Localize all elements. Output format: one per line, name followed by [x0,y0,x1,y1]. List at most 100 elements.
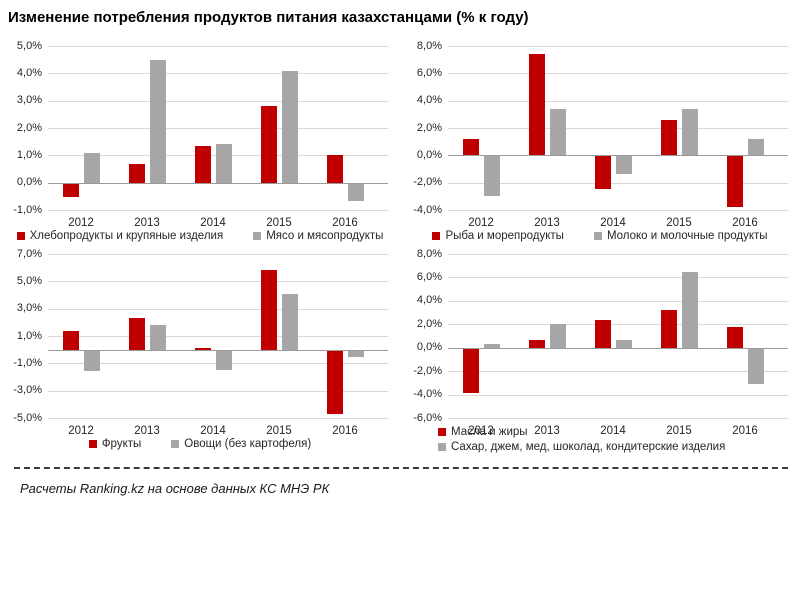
bar-oils-and-sugar-gray [549,324,566,348]
bar-bread-and-meat-gray [83,152,100,183]
bar-fish-and-milk-red [528,54,545,156]
y-tick-label: 1,0% [16,148,42,161]
legend-item: Молоко и молочные продукты [593,230,768,242]
bar-fruits-and-vegetables-gray [149,325,166,350]
bar-oils-and-sugar-red [594,319,611,348]
bar-bread-and-meat-gray [149,59,166,183]
x-axis-label: 2012 [468,425,494,437]
x-axis-label: 2012 [68,217,94,229]
bar-oils-and-sugar-gray [615,339,632,348]
gridline [448,46,788,47]
bar-fish-and-milk-gray [483,156,500,196]
y-tick-label: 2,0% [16,121,42,134]
gridline [48,336,388,337]
y-tick-label: 5,0% [16,274,42,287]
gridline [448,182,788,184]
gridline [448,324,788,326]
legend-marker-icon [88,440,97,448]
x-axis-label: 2014 [600,217,626,229]
bar-fish-and-milk-gray [747,138,764,156]
bar-bread-and-meat-red [128,163,145,183]
y-tick-label: 5,0% [16,39,42,52]
chart-bread-and-meat: 5,0% 4,0% 3,0% 2,0% 1,0% 0,0% -1,0% 2012 2013 201… [0,34,400,242]
gridline [448,73,788,75]
bar-oils-and-sugar-red [660,310,677,348]
legend-label: Рыба и морепродукты [445,230,564,242]
y-tick-label: -4,0% [413,203,442,216]
y-tick-label: 7,0% [16,247,42,260]
bar-fruits-and-vegetables-red [62,330,79,350]
dashed-separator [14,467,788,469]
y-tick-label: 2,0% [416,317,442,330]
bar-fish-and-milk-red [726,156,743,207]
gridline [448,418,788,419]
zero-axis-line [448,347,788,349]
y-tick-label: -4,0% [413,388,442,401]
legend-item: Хлебопродукты и крупяные изделия [16,230,224,242]
y-tick-label: -2,0% [413,176,442,189]
x-axis-label: 2015 [266,217,292,229]
gridline [448,254,788,255]
legend-marker-icon [593,232,602,240]
gridline [48,128,388,129]
x-axis-label: 2014 [200,217,226,229]
y-tick-label: -1,0% [13,203,42,216]
x-axis-label: 2013 [534,217,560,229]
x-axis-label: 2013 [134,425,160,437]
bar-fruits-and-vegetables-gray [347,350,364,358]
zero-axis-line [448,155,788,157]
bar-fruits-and-vegetables-red [260,270,277,350]
y-tick-label: 0,0% [416,148,442,161]
bar-fruits-and-vegetables-gray [215,350,232,370]
plot-area: 8,0% 6,0% 4,0% 2,0% 0,0% -2,0% -4,0% -6,0% 2012 2… [413,248,788,437]
bar-bread-and-meat-red [326,155,343,183]
legend-marker-icon [438,443,446,451]
gridline [48,73,388,75]
page-title: Изменение потребления продуктов питания … [8,9,529,26]
legend-label: Сахар, джем, мед, шоколад, кондитерские … [451,441,726,453]
bar-bread-and-meat-gray [215,144,232,183]
legend-label: Мясо и мясопродукты [266,230,384,242]
x-axis-label: 2016 [332,217,358,229]
y-tick-label: 8,0% [416,247,442,260]
bar-oils-and-sugar-gray [747,348,764,384]
gridline [448,300,788,302]
legend-item: Мясо и мясопродукты [253,230,383,242]
bar-oils-and-sugar-red [528,340,545,348]
gridline [48,254,388,255]
bar-fruits-and-vegetables-gray [83,350,100,372]
bar-fish-and-milk-gray [615,156,632,175]
gridline [48,390,388,392]
legend-label: Хлебопродукты и крупяные изделия [29,230,224,242]
plot-area: 8,0% 6,0% 4,0% 2,0% 0,0% -2,0% -4,0% 2012 2013 20… [413,40,788,229]
charts-grid: 5,0% 4,0% 3,0% 2,0% 1,0% 0,0% -1,0% 2012 2013 201… [0,34,800,453]
gridline [448,210,788,211]
gridline [448,394,788,396]
x-axis-label: 2015 [266,425,292,437]
bar-fruits-and-vegetables-gray [281,293,298,350]
x-axis-label: 2012 [68,425,94,437]
legend: Рыба и морепродукты Молоко и молочные про… [400,230,800,242]
y-tick-label: 0,0% [416,341,442,354]
source-note: Расчеты Ranking.kz на основе данных КС М… [20,481,330,496]
y-tick-label: 1,0% [16,329,42,342]
y-tick-label: -2,0% [413,364,442,377]
chart-fruits-and-vegetables: 7,0% 5,0% 3,0% 1,0% -1,0% -3,0% -5,0% 2012 2013 2… [0,242,400,453]
legend-marker-icon [432,232,441,240]
zero-axis-line [48,182,388,184]
bar-bread-and-meat-red [260,106,277,183]
y-tick-label: 4,0% [16,66,42,79]
legend-item: Рыба и морепродукты [432,230,564,242]
y-tick-label: 6,0% [416,66,442,79]
bar-fish-and-milk-red [660,119,677,156]
x-axis-label: 2016 [332,425,358,437]
plot-area: 7,0% 5,0% 3,0% 1,0% -1,0% -3,0% -5,0% 2012 2013 2… [13,248,388,437]
x-axis-label: 2013 [134,217,160,229]
bar-fruits-and-vegetables-red [326,350,343,414]
zero-axis-line [48,349,388,351]
y-tick-label: 3,0% [16,302,42,315]
gridline [48,46,388,47]
legend-marker-icon [253,232,262,240]
bar-bread-and-meat-gray [347,183,364,202]
bar-fruits-and-vegetables-red [194,347,211,350]
